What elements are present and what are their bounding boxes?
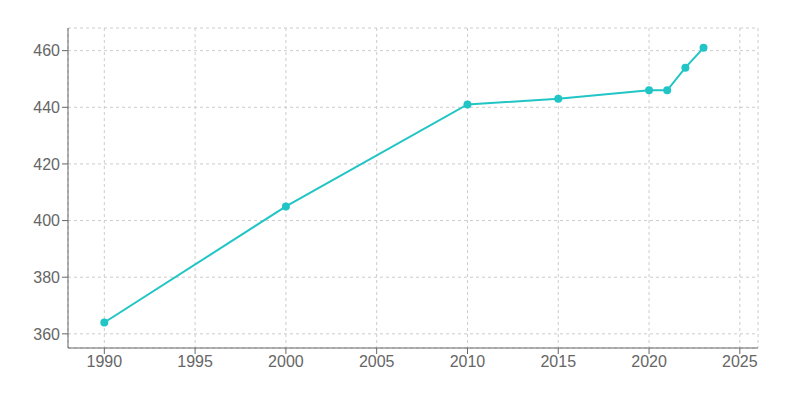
svg-text:1995: 1995: [177, 353, 213, 370]
svg-text:360: 360: [33, 326, 60, 343]
svg-text:2020: 2020: [631, 353, 667, 370]
svg-text:420: 420: [33, 156, 60, 173]
svg-text:2010: 2010: [450, 353, 486, 370]
svg-text:2005: 2005: [359, 353, 395, 370]
svg-text:2000: 2000: [268, 353, 304, 370]
svg-text:460: 460: [33, 42, 60, 59]
svg-text:400: 400: [33, 212, 60, 229]
svg-text:2025: 2025: [722, 353, 758, 370]
svg-text:1990: 1990: [87, 353, 123, 370]
svg-text:440: 440: [33, 99, 60, 116]
svg-text:380: 380: [33, 269, 60, 286]
svg-text:2015: 2015: [540, 353, 576, 370]
